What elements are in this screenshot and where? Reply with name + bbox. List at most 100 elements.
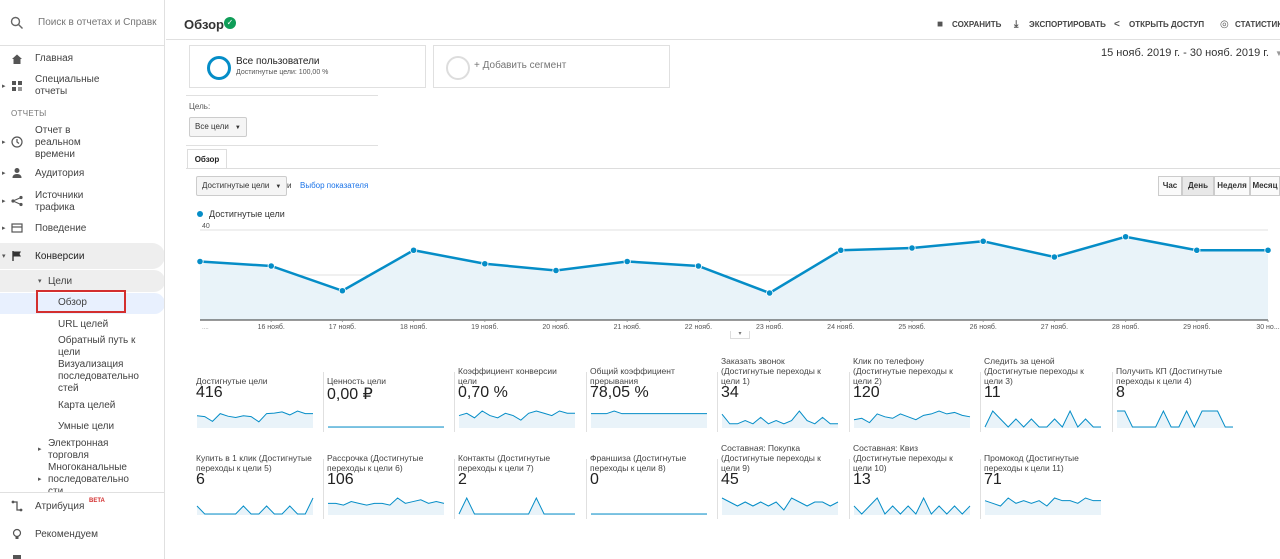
data-point bbox=[1264, 246, 1272, 254]
nav-more[interactable] bbox=[0, 553, 164, 559]
nav-conversions[interactable]: ▾ Конверсии bbox=[0, 250, 164, 264]
metric-value: 78,05 % bbox=[590, 384, 649, 401]
metric-card[interactable]: Клик по телефону (Достигнутые переходы к… bbox=[853, 354, 977, 432]
nav-audience-label: Аудитория bbox=[35, 168, 85, 179]
x-tick-label: 16 нояб. bbox=[258, 323, 285, 331]
segment-all-users[interactable]: Все пользователи Достигнутые цели: 100,0… bbox=[189, 45, 426, 88]
metric-name: Получить КП (Достигнутые переходы к цели… bbox=[1116, 366, 1223, 386]
sparkline-area bbox=[591, 411, 707, 428]
metric-select[interactable]: Достигнутые цели ▼ bbox=[196, 176, 288, 196]
metric-card[interactable]: Следить за ценой (Достигнутые переходы к… bbox=[984, 354, 1108, 432]
sparkline bbox=[591, 513, 707, 515]
metric-card[interactable]: Ценность цели 0,00 ₽ bbox=[327, 354, 451, 432]
metric-value: 120 bbox=[853, 384, 880, 401]
chevron-down-icon: ▼ bbox=[234, 125, 241, 131]
insights-button[interactable]: ◎ СТАТИСТИК bbox=[1220, 19, 1280, 30]
save-button[interactable]: ■ СОХРАНИТЬ bbox=[937, 19, 1001, 30]
nav-goals-overview[interactable]: Обзор bbox=[58, 297, 87, 308]
sparkline-line bbox=[984, 409, 1101, 428]
metric-card[interactable]: Коэффициент конверсии цели 0,70 % bbox=[458, 354, 582, 432]
x-tick-label: 23 нояб. bbox=[756, 323, 783, 331]
nav-attribution-label: Атрибуция bbox=[35, 501, 85, 512]
search-input[interactable]: Поиск в отчетах и Справк bbox=[38, 17, 157, 28]
nav-acquisition[interactable]: ▸ Источники трафика bbox=[0, 189, 164, 215]
save-icon: ■ bbox=[937, 19, 944, 30]
period-week-button[interactable]: Неделя bbox=[1214, 176, 1250, 196]
tab-overview[interactable]: Обзор bbox=[187, 149, 227, 169]
sidebar-divider bbox=[0, 492, 164, 493]
nav-behavior[interactable]: ▸ Поведение bbox=[0, 222, 164, 236]
data-point bbox=[481, 260, 489, 268]
metric-value: 34 bbox=[721, 384, 739, 401]
nav-goals[interactable]: ▾ Цели bbox=[0, 275, 164, 289]
period-month-button[interactable]: Месяц bbox=[1250, 176, 1280, 196]
metric-divider bbox=[586, 372, 587, 432]
metric-divider bbox=[717, 372, 718, 432]
search-box[interactable]: Поиск в отчетах и Справк bbox=[0, 0, 164, 46]
metric-card[interactable]: Рассрочка (Достигнутые переходы к цели 6… bbox=[327, 441, 451, 519]
metric-card[interactable]: Получить КП (Достигнутые переходы к цели… bbox=[1116, 354, 1240, 432]
nav-multichannel[interactable]: ▸ Многоканальные последовательно сти bbox=[0, 462, 164, 492]
nav-realtime-label: Отчет в реальном времени bbox=[35, 125, 81, 160]
sparkline bbox=[591, 410, 707, 428]
lightbulb-icon bbox=[12, 528, 22, 539]
metric-divider bbox=[454, 459, 455, 519]
download-icon: ⤓ bbox=[1014, 19, 1019, 30]
date-range-picker[interactable]: 15 нояб. 2019 г. - 30 нояб. 2019 г. ▼ bbox=[1101, 47, 1280, 59]
metric-divider bbox=[849, 372, 850, 432]
collapse-chart-handle[interactable]: ▾ bbox=[730, 331, 750, 339]
beta-badge: BETA bbox=[89, 498, 105, 504]
data-point bbox=[1193, 246, 1201, 254]
nav-audience[interactable]: ▸ Аудитория bbox=[0, 167, 164, 181]
metric-divider bbox=[323, 459, 324, 519]
nav-funnel-visualization[interactable]: Визуализация последовательно стей bbox=[58, 359, 139, 394]
caret-right-icon: ▸ bbox=[38, 476, 42, 483]
sparkline-line bbox=[853, 496, 971, 515]
nav-reverse-goal-path[interactable]: Обратный путь к цели bbox=[58, 335, 136, 358]
goal-select[interactable]: Все цели ▼ bbox=[189, 117, 247, 137]
metric-value: 0,00 ₽ bbox=[327, 386, 373, 403]
data-point bbox=[765, 289, 774, 297]
metric-card[interactable]: Общий коэффициент прерывания 78,05 % bbox=[590, 354, 714, 432]
select-metric-link[interactable]: Выбор показателя bbox=[300, 181, 369, 190]
x-tick-label: 24 нояб. bbox=[827, 323, 854, 331]
x-tick-label: 26 нояб. bbox=[970, 323, 997, 331]
nav-acquisition-label: Источники трафика bbox=[35, 190, 84, 213]
metric-card[interactable]: Заказать звонок (Достигнутые переходы к … bbox=[721, 354, 845, 432]
share-button[interactable]: < ОТКРЫТЬ ДОСТУП bbox=[1114, 19, 1204, 30]
metric-card[interactable]: Франшиза (Достигнутые переходы к цели 8)… bbox=[590, 441, 714, 519]
chevron-down-icon: ▼ bbox=[1275, 49, 1280, 58]
nav-home[interactable]: Главная bbox=[0, 52, 164, 66]
sparkline-line bbox=[196, 497, 314, 515]
nav-recommended[interactable]: Рекомендуем bbox=[0, 528, 164, 542]
metric-card[interactable]: Составная: Покупка (Достигнутые переходы… bbox=[721, 441, 845, 519]
add-segment-button[interactable]: + Добавить сегмент bbox=[433, 45, 670, 88]
period-hour-button[interactable]: Час bbox=[1158, 176, 1182, 196]
nav-goal-map[interactable]: Карта целей bbox=[58, 400, 116, 411]
line-chart[interactable]: 402016 нояб.17 нояб.18 нояб.19 нояб.20 н… bbox=[166, 220, 1280, 340]
metric-divider bbox=[980, 459, 981, 519]
metric-value: 71 bbox=[984, 471, 1002, 488]
nav-custom-reports[interactable]: ▸ Специальные отчеты bbox=[0, 73, 164, 99]
nav-attribution[interactable]: Атрибуция BETA bbox=[0, 498, 164, 514]
metric-value: 45 bbox=[721, 471, 739, 488]
sidebar: Поиск в отчетах и Справк Главная ▸ Специ… bbox=[0, 0, 165, 559]
metric-card[interactable]: Достигнутые цели 416 bbox=[196, 354, 320, 432]
nav-goal-urls[interactable]: URL целей bbox=[58, 319, 109, 330]
x-tick-label: 17 нояб. bbox=[329, 323, 356, 331]
sparkline bbox=[853, 410, 971, 428]
metric-card[interactable]: Составная: Квиз (Достигнутые переходы к … bbox=[853, 441, 977, 519]
nav-smart-goals[interactable]: Умные цели bbox=[58, 421, 115, 432]
metric-card[interactable]: Купить в 1 клик (Достигнутые переходы к … bbox=[196, 441, 320, 519]
nav-ecommerce[interactable]: ▸ Электронная торговля bbox=[0, 438, 164, 462]
acquisition-icon bbox=[11, 195, 23, 207]
x-tick-label: 18 нояб. bbox=[400, 323, 427, 331]
metric-card[interactable]: Промокод (Достигнутые переходы к цели 11… bbox=[984, 441, 1108, 519]
nav-conversions-label: Конверсии bbox=[35, 251, 85, 262]
nav-realtime[interactable]: ▸ Отчет в реальном времени bbox=[0, 124, 164, 160]
metric-card[interactable]: Контакты (Достигнутые переходы к цели 7)… bbox=[458, 441, 582, 519]
more-icon bbox=[13, 555, 21, 559]
period-day-button[interactable]: День bbox=[1182, 176, 1214, 196]
export-button[interactable]: ⤓ ЭКСПОРТИРОВАТЬ bbox=[1014, 19, 1106, 30]
segment-subtitle: Достигнутые цели: 100,00 % bbox=[236, 69, 329, 76]
